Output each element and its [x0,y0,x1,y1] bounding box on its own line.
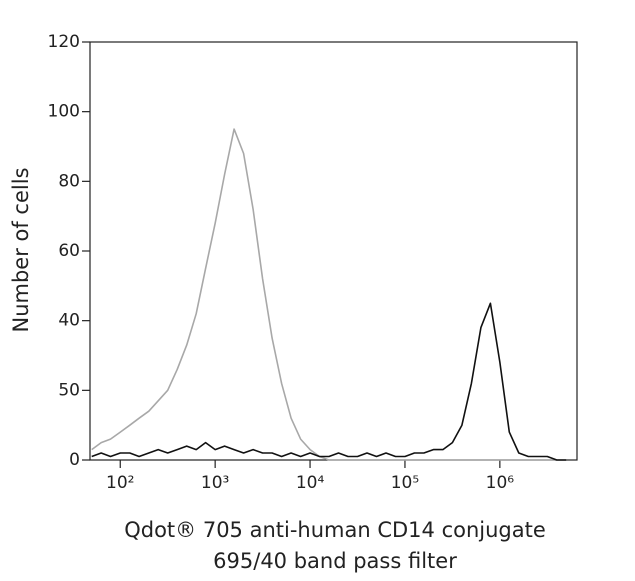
y-tick-label: 120 [48,32,80,52]
y-tick-label: 50 [58,380,80,400]
x-tick-label: 10⁶ [486,473,515,493]
histogram-line [91,128,567,461]
y-tick-label: 60 [58,241,80,261]
y-tick-label: 80 [58,171,80,191]
histogram-line [91,302,567,461]
x-tick-label: 10⁴ [296,473,325,493]
x-tick-label: 10² [106,473,134,493]
y-axis-label: Number of cells [9,167,33,332]
y-tick-label: 0 [69,450,80,470]
x-tick-label: 10⁵ [391,473,419,493]
x-axis-label: 695/40 band pass filter [213,549,457,573]
y-tick-label: 100 [48,102,80,122]
y-tick-label: 40 [58,311,80,331]
x-axis-label: Qdot® 705 anti-human CD14 conjugate [124,518,546,542]
x-tick-label: 10³ [201,473,229,493]
